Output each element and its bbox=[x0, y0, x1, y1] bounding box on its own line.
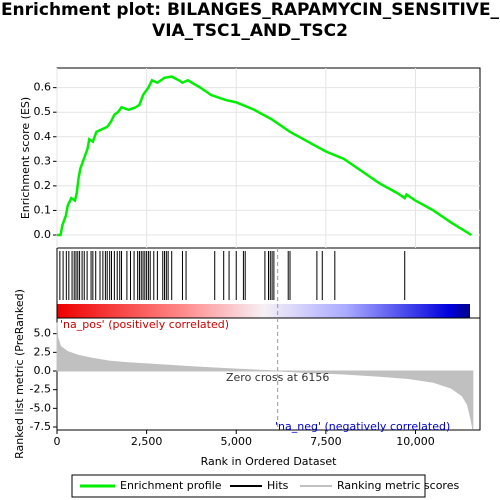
y-axis-label: Ranked list metric (PreRanked) bbox=[13, 289, 26, 459]
y-tick-label: 0.4 bbox=[34, 130, 52, 143]
y-tick-label: -2.5 bbox=[30, 383, 51, 396]
y-tick-label: 0.3 bbox=[34, 154, 52, 167]
x-tick-label: 0 bbox=[54, 435, 61, 448]
annotation: Zero cross at 6156 bbox=[226, 371, 329, 384]
legend-label: Ranking metric scores bbox=[337, 479, 459, 492]
y-tick-label: 5.0 bbox=[34, 327, 52, 340]
y-tick-label: 0.5 bbox=[34, 105, 52, 118]
color-bar bbox=[57, 304, 470, 318]
y-tick-label: 0.0 bbox=[34, 228, 52, 241]
y-tick-label: 0.0 bbox=[34, 364, 52, 377]
legend-label: Enrichment profile bbox=[120, 479, 222, 492]
x-axis-label: Rank in Ordered Dataset bbox=[201, 455, 338, 468]
x-tick-label: 7,500 bbox=[310, 435, 342, 448]
y-tick-label: 0.2 bbox=[34, 179, 52, 192]
annotation: 'na_pos' (positively correlated) bbox=[60, 318, 229, 331]
y-tick-label: 0.6 bbox=[34, 81, 52, 94]
es-line bbox=[57, 75, 473, 237]
y-tick-label: -7.5 bbox=[30, 420, 51, 433]
frame bbox=[56, 67, 481, 431]
x-tick-label: 5,000 bbox=[220, 435, 252, 448]
y-tick-label: -5.0 bbox=[30, 401, 51, 414]
y-tick-label: 0.1 bbox=[34, 203, 52, 216]
y-axis-label: Enrichment score (ES) bbox=[19, 97, 32, 219]
legend-label: Hits bbox=[267, 479, 289, 492]
annotation: 'na_neg' (negatively correlated) bbox=[275, 420, 450, 433]
y-tick-label: 2.5 bbox=[34, 345, 52, 358]
x-tick-label: 10,000 bbox=[396, 435, 435, 448]
chart-title: Enrichment plot: BILANGES_RAPAMYCIN_SENS… bbox=[0, 0, 500, 41]
x-tick-label: 2,500 bbox=[131, 435, 163, 448]
metric-area bbox=[56, 322, 474, 430]
